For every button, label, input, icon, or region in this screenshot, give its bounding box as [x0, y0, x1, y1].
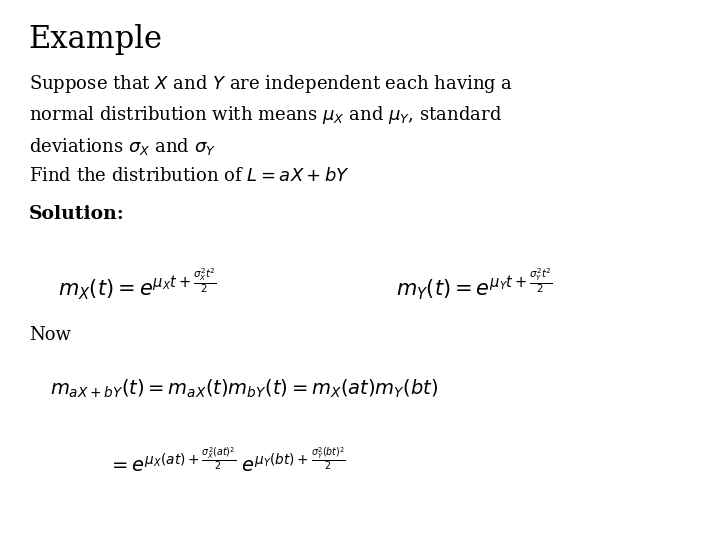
Text: normal distribution with means $\mu_X$ and $\mu_Y$, standard: normal distribution with means $\mu_X$ a… [29, 104, 502, 126]
Text: Suppose that $X$ and $Y$ are independent each having a: Suppose that $X$ and $Y$ are independent… [29, 73, 513, 95]
Text: Now: Now [29, 326, 71, 344]
Text: $m_{aX+bY}\left(t\right)=m_{aX}\left(t\right)m_{bY}\left(t\right)=m_X\left(at\ri: $m_{aX+bY}\left(t\right)=m_{aX}\left(t\r… [50, 377, 439, 400]
Text: Find the distribution of $L = aX + bY$: Find the distribution of $L = aX + bY$ [29, 167, 350, 185]
Text: Example: Example [29, 24, 163, 55]
Text: Solution:: Solution: [29, 205, 125, 222]
Text: $m_Y\left(t\right)=e^{\mu_Y t+\frac{\sigma_Y^2 t^2}{2}}$: $m_Y\left(t\right)=e^{\mu_Y t+\frac{\sig… [396, 267, 553, 302]
Text: $=e^{\mu_X(at)+\frac{\sigma_X^2(at)^2}{2}}\;e^{\mu_Y(bt)+\frac{\sigma_Y^2(bt)^2}: $=e^{\mu_X(at)+\frac{\sigma_X^2(at)^2}{2… [108, 448, 346, 477]
Text: deviations $\sigma_X$ and $\sigma_Y$: deviations $\sigma_X$ and $\sigma_Y$ [29, 136, 216, 157]
Text: $m_X\left(t\right)=e^{\mu_X t+\frac{\sigma_X^2 t^2}{2}}$: $m_X\left(t\right)=e^{\mu_X t+\frac{\sig… [58, 267, 216, 302]
